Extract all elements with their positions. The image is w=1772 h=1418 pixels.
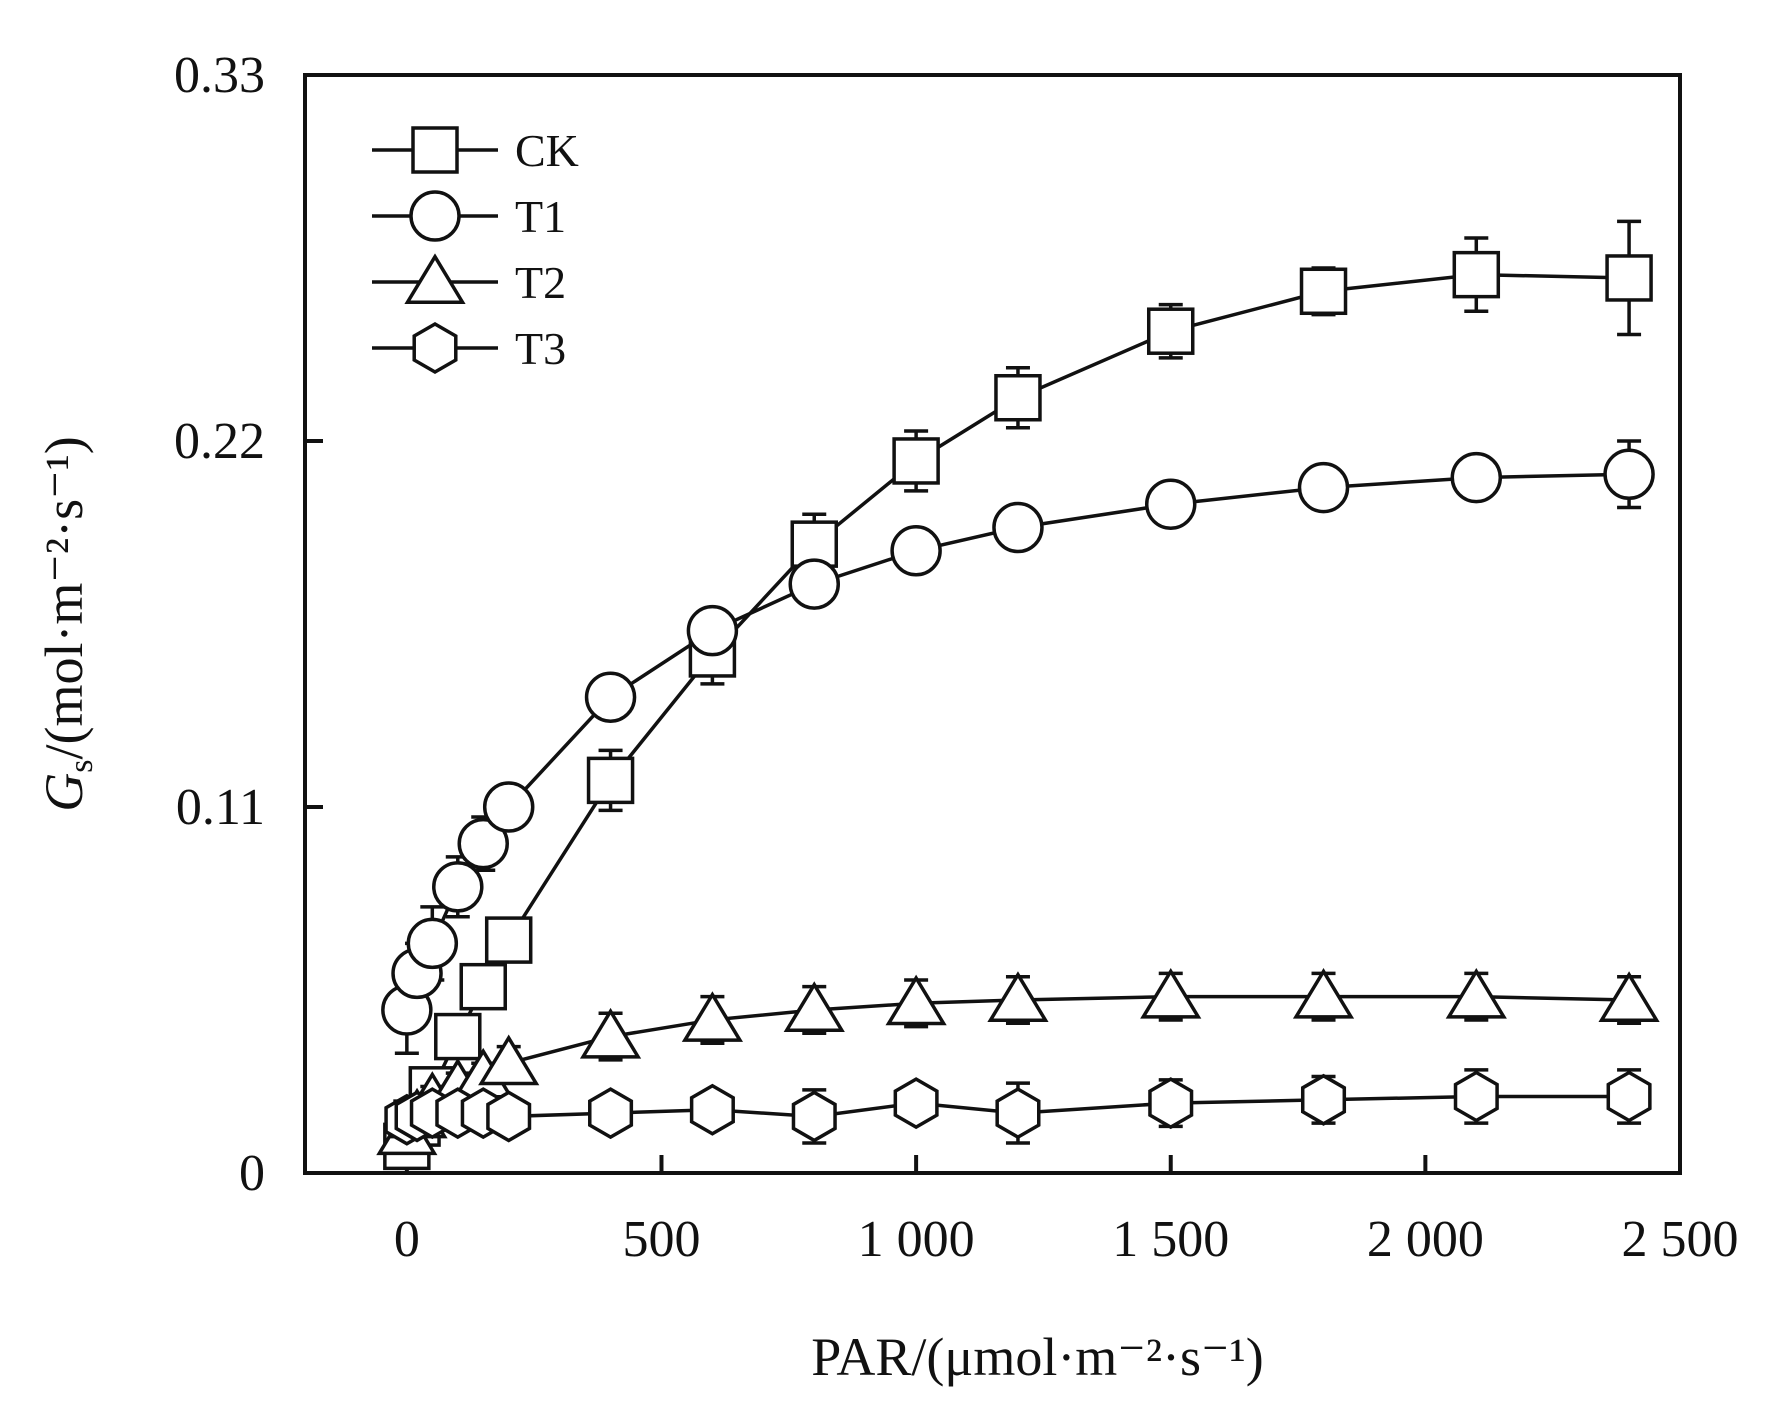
data-point xyxy=(1300,1073,1347,1126)
y-tick-label: 0.11 xyxy=(176,779,265,836)
data-point xyxy=(478,1034,540,1086)
series-t1 xyxy=(381,439,1655,1055)
data-point xyxy=(681,991,744,1042)
series-t3 xyxy=(384,1068,1652,1146)
x-tick-label: 2 500 xyxy=(1622,1211,1739,1268)
data-point xyxy=(686,604,739,657)
x-tick-label: 1 500 xyxy=(1112,1211,1229,1268)
legend-item-t3: T3 xyxy=(372,321,566,375)
data-point xyxy=(588,1087,634,1140)
data-point xyxy=(584,671,637,723)
data-point xyxy=(1606,1070,1652,1123)
data-point xyxy=(1146,307,1195,355)
legend-label: T3 xyxy=(515,323,566,374)
data-point xyxy=(1292,967,1355,1019)
x-tick-label: 2 000 xyxy=(1367,1211,1484,1268)
data-point xyxy=(893,1077,939,1130)
data-point xyxy=(1598,971,1660,1022)
data-point xyxy=(689,1083,735,1136)
data-point xyxy=(791,1090,837,1143)
legend-marker xyxy=(412,321,458,375)
data-point xyxy=(1140,967,1202,1019)
legend: CK T1 T2 T3 xyxy=(372,125,579,375)
data-point xyxy=(406,917,459,970)
y-tick-label: 0 xyxy=(239,1145,265,1202)
data-point xyxy=(484,916,533,964)
data-point xyxy=(1144,478,1197,530)
data-point xyxy=(783,981,845,1032)
legend-marker xyxy=(404,253,466,304)
legend-item-t1: T1 xyxy=(372,190,566,242)
legend-marker xyxy=(409,190,461,242)
data-point xyxy=(788,558,841,610)
data-point xyxy=(486,1090,532,1143)
data-point xyxy=(892,437,940,485)
y-axis-subscript: s xyxy=(63,760,100,773)
y-tick-label: 0.33 xyxy=(174,47,265,104)
data-point xyxy=(1603,448,1655,501)
legend-item-ck: CK xyxy=(372,125,579,176)
data-point xyxy=(434,1012,482,1061)
x-axis-title: PAR/(μmol·m⁻²·s⁻¹) xyxy=(811,1327,1263,1387)
data-point xyxy=(432,861,484,913)
legend-label: T2 xyxy=(515,257,566,308)
data-point xyxy=(1297,461,1350,514)
data-point xyxy=(579,1007,642,1059)
data-point xyxy=(1605,254,1653,302)
data-point xyxy=(457,817,509,870)
plot-frame xyxy=(303,73,1682,1175)
data-point xyxy=(482,781,535,833)
x-tick-label: 0 xyxy=(394,1211,420,1268)
data-point xyxy=(1450,451,1503,504)
data-point xyxy=(885,974,947,1026)
data-point xyxy=(890,525,942,577)
data-point xyxy=(994,373,1042,422)
data-point xyxy=(987,971,1049,1022)
x-tick-label: 1 000 xyxy=(858,1211,975,1268)
x-tick-label: 500 xyxy=(622,1211,700,1268)
data-point xyxy=(586,756,635,805)
legend-marker xyxy=(411,126,459,174)
legend-item-t2: T2 xyxy=(372,253,566,308)
y-axis-units: /(mol·m⁻²·s⁻¹) xyxy=(34,436,94,759)
data-point xyxy=(1445,967,1507,1019)
data-point xyxy=(459,962,507,1011)
series-ck xyxy=(383,219,1653,1171)
data-point xyxy=(1148,1077,1194,1130)
plot-series xyxy=(376,219,1660,1171)
y-tick-label: 0.22 xyxy=(174,413,265,470)
series-line xyxy=(405,472,1630,1011)
tick-labels: 0 500 1 000 1 500 2 000 2 500 0 0.11 0.22 0.33 xyxy=(174,47,1739,1268)
data-point xyxy=(1299,267,1348,316)
data-point xyxy=(992,501,1044,554)
data-point xyxy=(1453,1070,1499,1123)
y-axis-symbol: G xyxy=(34,773,94,812)
data-point xyxy=(1452,250,1501,299)
legend-label: CK xyxy=(515,125,579,176)
legend-label: T1 xyxy=(515,191,566,242)
data-point xyxy=(995,1087,1041,1140)
y-axis-title: Gs/(mol·m⁻²·s⁻¹) xyxy=(34,436,100,812)
